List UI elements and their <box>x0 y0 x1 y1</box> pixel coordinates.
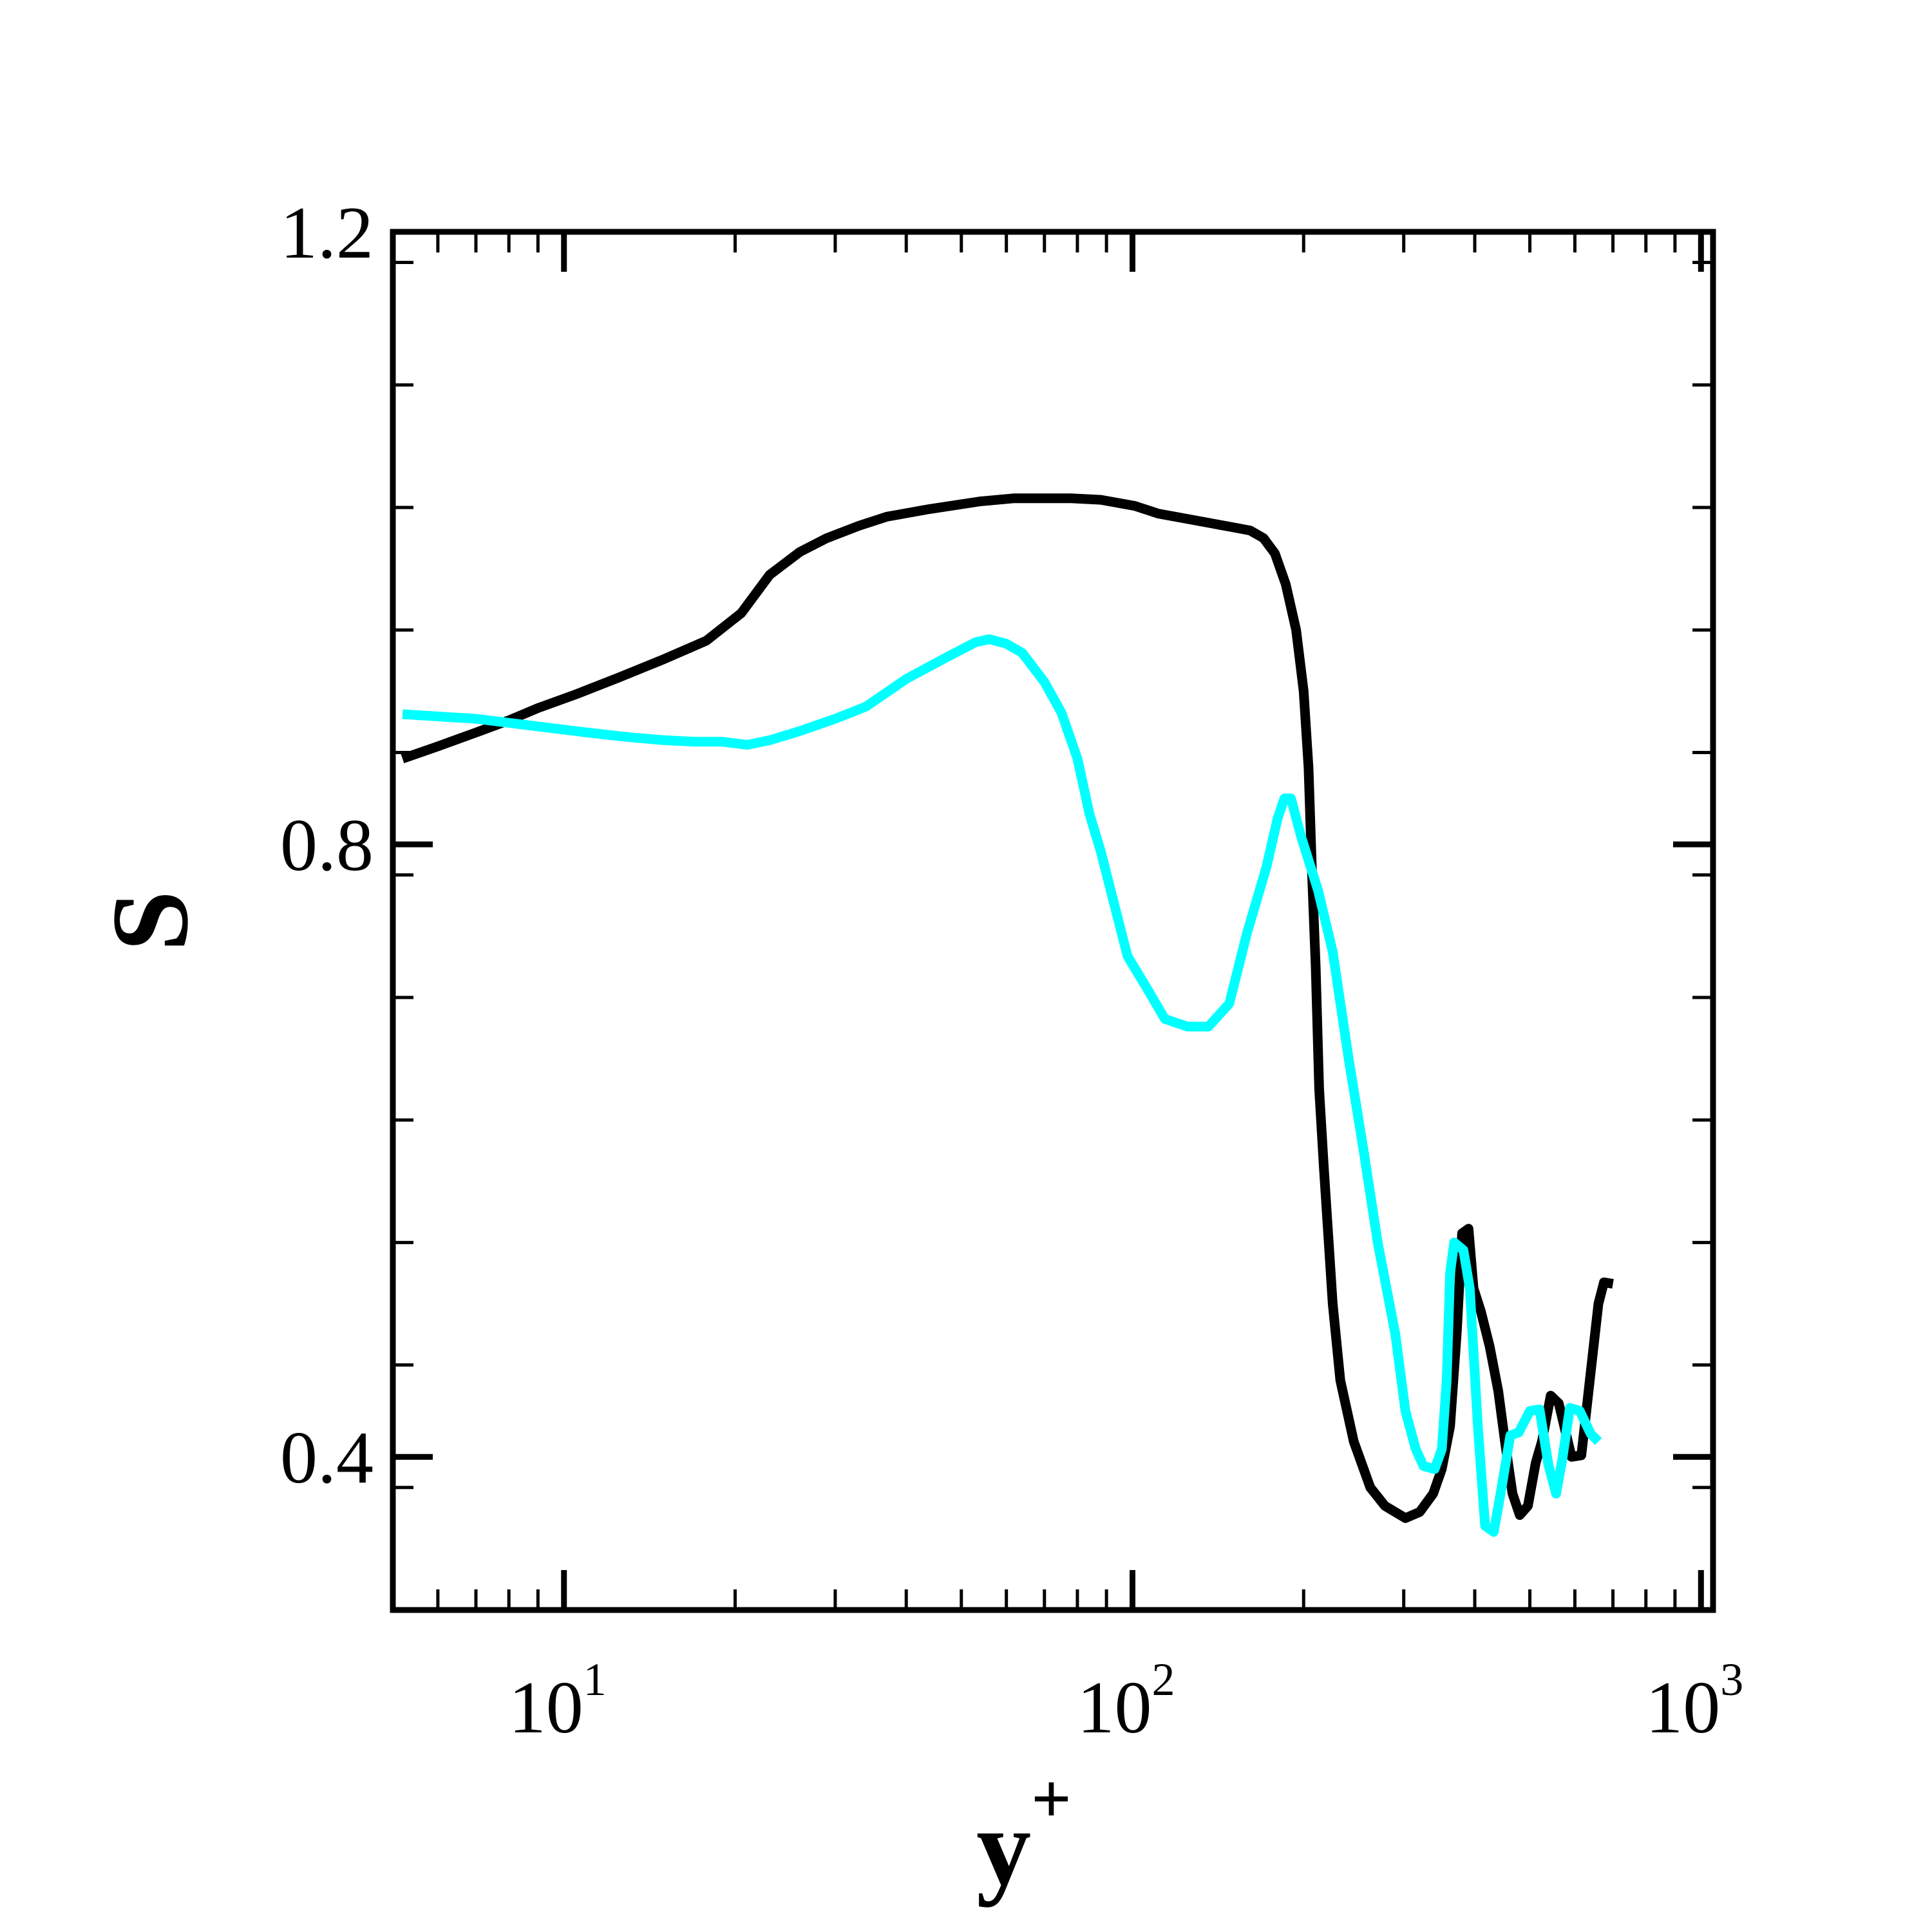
x-tick-label: 102 <box>1077 1654 1175 1749</box>
x-tick-label-exponent: 1 <box>583 1654 607 1705</box>
x-tick-label: 101 <box>509 1654 607 1749</box>
x-tick-label: 103 <box>1645 1654 1743 1749</box>
x-tick-label-exponent: 2 <box>1152 1654 1175 1705</box>
x-axis-title-superscript: + <box>1031 1759 1072 1838</box>
x-tick-label-base: 10 <box>509 1667 583 1749</box>
series-line-2 <box>402 634 1602 1537</box>
y-tick-label: 0.8 <box>280 804 374 887</box>
y-tick-label: 1.2 <box>280 192 374 274</box>
y-tick-label: 0.4 <box>280 1417 374 1499</box>
x-tick-label-base: 10 <box>1077 1667 1152 1749</box>
x-tick-label-exponent: 3 <box>1720 1654 1743 1705</box>
x-tick-label-base: 10 <box>1645 1667 1720 1749</box>
series-layer <box>401 493 1614 1537</box>
plot-frame <box>390 229 1716 1613</box>
x-axis-title: y+ <box>976 1759 1072 1908</box>
x-axis-title-base: y <box>976 1786 1031 1908</box>
y-axis-title: S <box>90 891 211 952</box>
series-line-1 <box>401 493 1614 1523</box>
minor-ticks <box>391 232 1713 1610</box>
y-tick-labels: 0.4 0.8 1.2 <box>280 192 374 1499</box>
x-tick-labels: 101 102 103 <box>509 1654 1744 1749</box>
